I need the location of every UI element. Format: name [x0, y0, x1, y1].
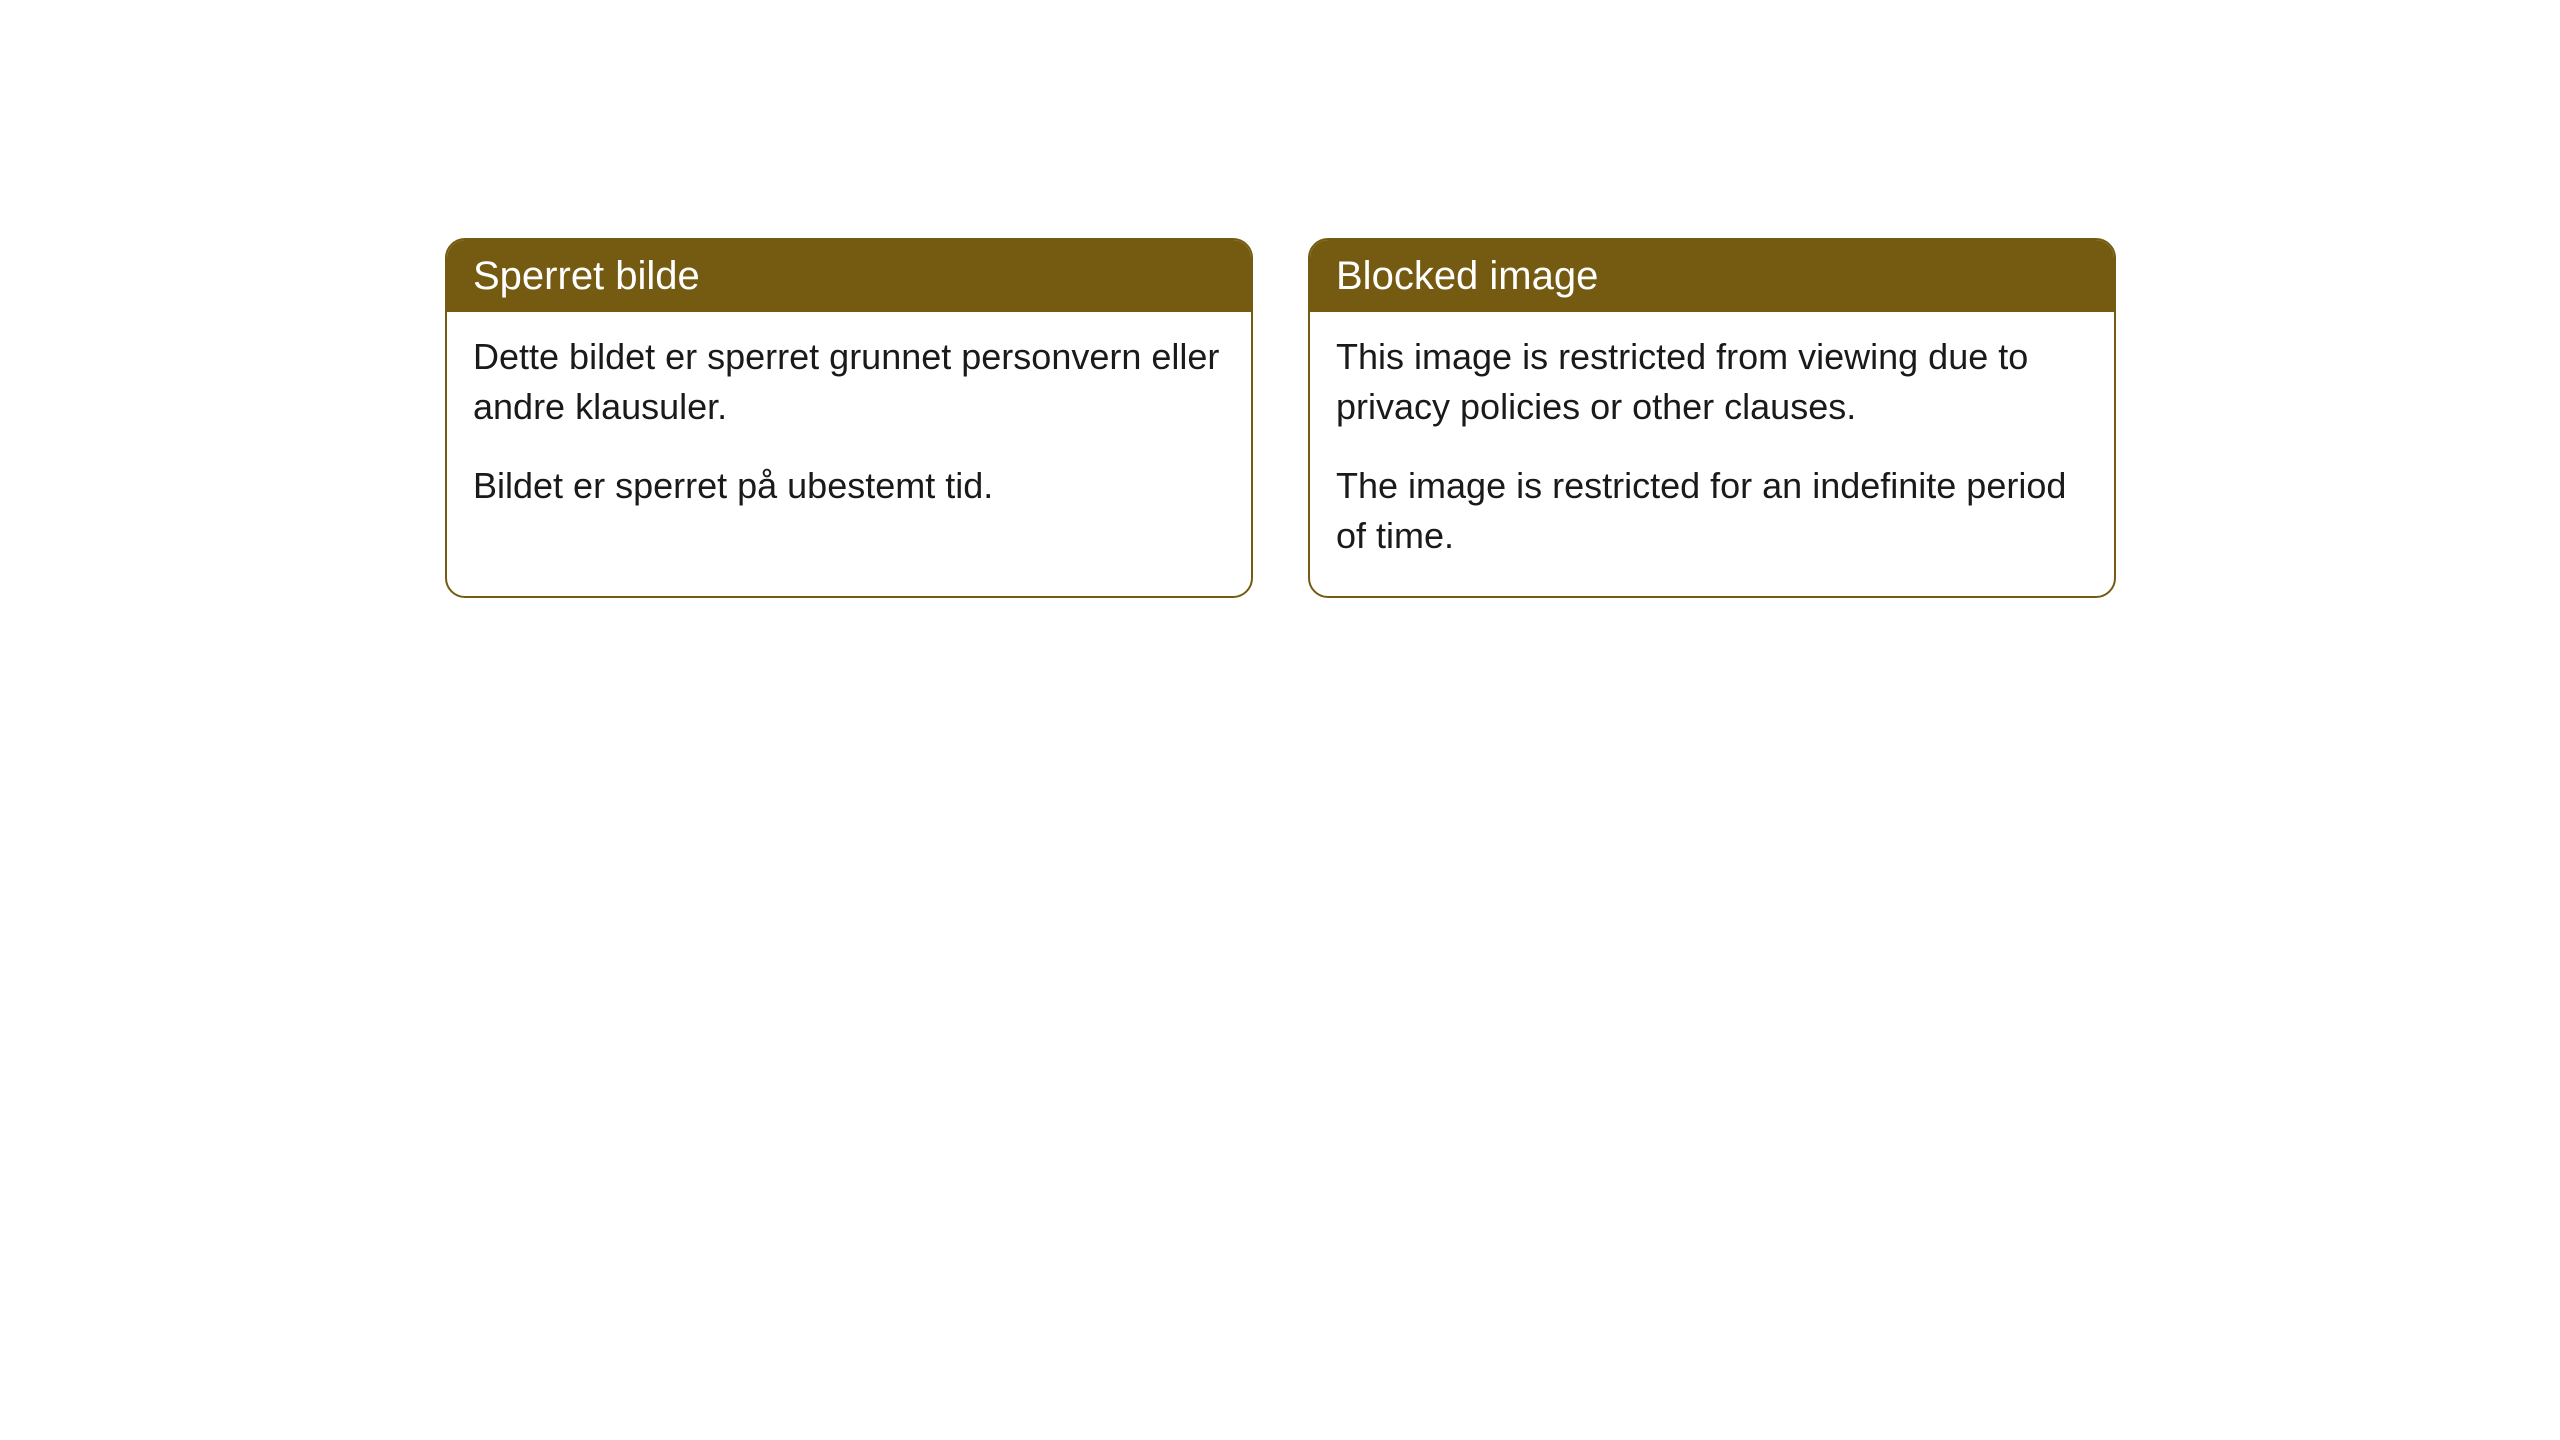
card-paragraph: This image is restricted from viewing du… — [1336, 332, 2088, 433]
cards-container: Sperret bilde Dette bildet er sperret gr… — [445, 238, 2116, 598]
card-paragraph: Dette bildet er sperret grunnet personve… — [473, 332, 1225, 433]
card-paragraph: Bildet er sperret på ubestemt tid. — [473, 461, 1225, 511]
blocked-image-card-norwegian: Sperret bilde Dette bildet er sperret gr… — [445, 238, 1253, 598]
blocked-image-card-english: Blocked image This image is restricted f… — [1308, 238, 2116, 598]
card-body: This image is restricted from viewing du… — [1310, 312, 2114, 596]
card-header: Blocked image — [1310, 240, 2114, 312]
card-header: Sperret bilde — [447, 240, 1251, 312]
card-body: Dette bildet er sperret grunnet personve… — [447, 312, 1251, 545]
card-paragraph: The image is restricted for an indefinit… — [1336, 461, 2088, 562]
